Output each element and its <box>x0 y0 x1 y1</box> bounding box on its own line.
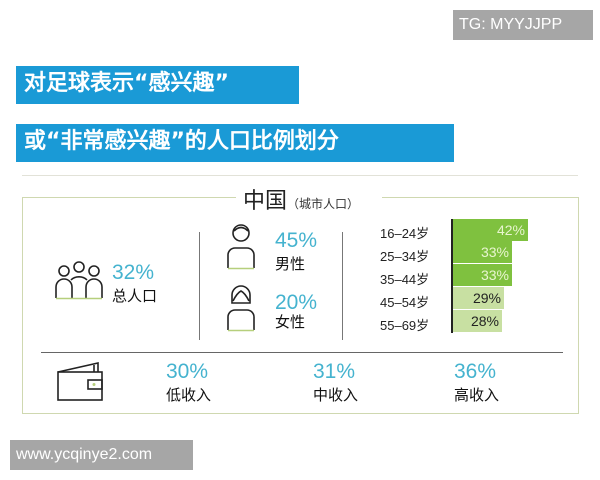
low-income-label: 低收入 <box>166 386 212 404</box>
male-value: 45% <box>275 229 318 252</box>
bar-45-54: 29% <box>453 287 504 309</box>
china-panel <box>22 197 579 414</box>
column-divider <box>342 232 343 340</box>
panel-border <box>382 197 579 198</box>
age-label: 45–54岁 <box>380 295 430 310</box>
female-icon <box>227 285 255 332</box>
female-label: 女性 <box>275 313 306 331</box>
low-income-value: 30% <box>166 360 209 383</box>
female-value: 20% <box>275 291 318 314</box>
panel-title: 中国（城市人口） <box>243 189 360 214</box>
bar-axis <box>451 219 453 333</box>
bar-55-69: 28% <box>453 310 502 332</box>
mid-income-value: 31% <box>313 360 356 383</box>
bar-35-44: 33% <box>453 264 512 286</box>
total-value: 32% <box>112 261 155 284</box>
male-label: 男性 <box>275 255 306 273</box>
bar-16-24: 42% <box>453 219 528 241</box>
age-label: 55–69岁 <box>380 318 430 333</box>
mid-income-label: 中收入 <box>313 386 359 404</box>
group-people-icon <box>55 261 103 300</box>
bar-25-34: 33% <box>453 241 512 263</box>
wallet-icon <box>57 362 103 401</box>
title-line-1: 对足球表示“感兴趣” <box>16 66 299 104</box>
panel-border <box>22 197 236 198</box>
watermark-bottom: www.ycqinye2.com <box>10 440 193 470</box>
title-line-2: 或“非常感兴趣”的人口比例划分 <box>16 124 454 162</box>
watermark-top: TG: MYYJJPP <box>453 10 593 40</box>
divider <box>41 352 563 353</box>
male-icon <box>227 224 255 270</box>
column-divider <box>199 232 200 340</box>
high-income-value: 36% <box>454 360 497 383</box>
total-label: 总人口 <box>112 287 158 305</box>
age-label: 16–24岁 <box>380 226 430 241</box>
high-income-label: 高收入 <box>454 386 500 404</box>
age-label: 35–44岁 <box>380 272 430 287</box>
age-label: 25–34岁 <box>380 249 430 264</box>
divider <box>22 175 578 176</box>
